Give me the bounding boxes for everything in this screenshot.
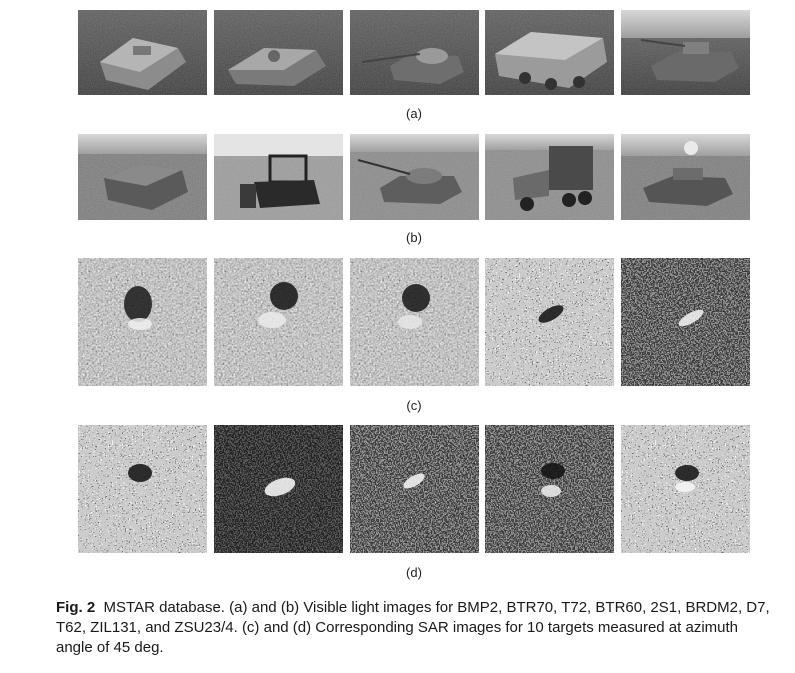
photo-btr70	[213, 10, 343, 95]
sar-bmp2	[78, 258, 207, 386]
sar-zil131	[485, 425, 615, 553]
photo-bmp2	[78, 10, 207, 95]
photo-btr60	[485, 10, 615, 95]
sar-images-row-c	[78, 258, 750, 386]
photo-zil131	[485, 134, 615, 220]
photo-brdm2	[78, 134, 207, 220]
sar-brdm2	[78, 425, 207, 553]
sar-t72	[349, 258, 479, 386]
sar-t62	[349, 425, 479, 553]
caption-text: MSTAR database. (a) and (b) Visible ligh…	[56, 599, 770, 656]
photo-2s1	[621, 10, 750, 95]
visible-images-row-b	[78, 134, 750, 220]
photo-zsu23-4	[621, 134, 750, 220]
subfigure-label-d: (d)	[406, 565, 422, 580]
sar-images-row-d	[78, 425, 750, 553]
figure-caption: Fig. 2 MSTAR database. (a) and (b) Visib…	[56, 598, 776, 658]
sar-btr60	[485, 258, 615, 386]
photo-t72	[349, 10, 479, 95]
caption-label: Fig. 2	[56, 599, 96, 616]
visible-images-row-a	[78, 10, 750, 95]
subfigure-label-a: (a)	[406, 106, 422, 121]
sar-btr70	[213, 258, 343, 386]
photo-t62	[349, 134, 479, 220]
subfigure-label-b: (b)	[406, 230, 422, 245]
photo-d7	[213, 134, 343, 220]
sar-d7	[213, 425, 343, 553]
sar-2s1	[621, 258, 750, 386]
sar-zsu23-4	[621, 425, 750, 553]
subfigure-label-c: (c)	[406, 398, 422, 413]
